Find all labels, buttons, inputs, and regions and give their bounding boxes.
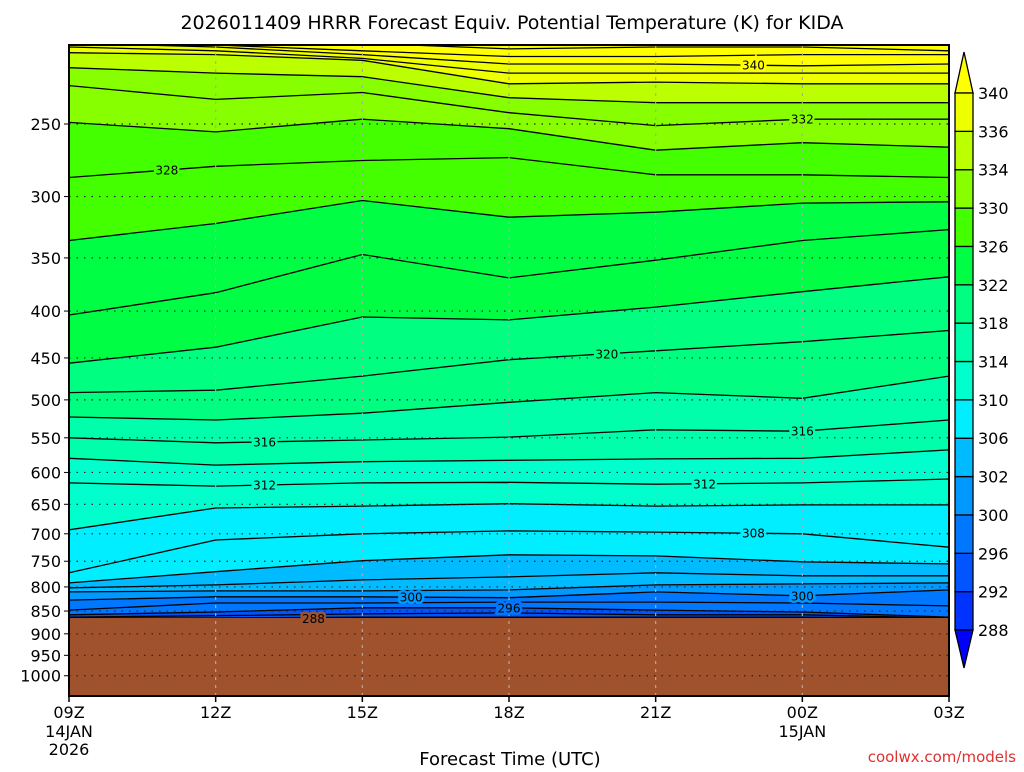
y-tick-label: 950 (30, 646, 61, 665)
y-tick-label: 400 (30, 302, 61, 321)
y-tick-label: 500 (30, 391, 61, 410)
colorbar-swatch (955, 170, 973, 208)
y-tick-label: 750 (30, 552, 61, 571)
y-tick-label: 350 (30, 249, 61, 268)
y-tick-label: 250 (30, 115, 61, 134)
colorbar-swatch (955, 362, 973, 400)
watermark: coolwx.com/models (868, 748, 1016, 766)
colorbar-label: 292 (978, 583, 1009, 602)
colorbar-swatch (955, 438, 973, 476)
contour-label: 328 (155, 164, 178, 178)
contour-label: 308 (742, 527, 765, 541)
y-axis: 250 300 350 400 450 500 550 600 650 700 750 800 850 9… (20, 115, 69, 686)
x-tick-label: 03Z (933, 703, 964, 722)
colorbar-min-triangle (955, 630, 973, 668)
y-tick-label: 300 (30, 188, 61, 207)
y-tick-label: 600 (30, 463, 61, 482)
colorbar: 288 292 296 300 302 306 310 314 318 322 326 330 334 3… (955, 52, 1009, 668)
colorbar-label: 314 (978, 353, 1009, 372)
y-tick-label: 800 (30, 578, 61, 597)
colorbar-label: 306 (978, 429, 1009, 448)
chart-title: 2026011409 HRRR Forecast Equiv. Potentia… (180, 12, 843, 34)
colorbar-swatch (955, 131, 973, 169)
x-tick-date-label: 15JAN (778, 722, 826, 741)
colorbar-swatch (955, 93, 973, 131)
contour-label: 312 (693, 477, 716, 491)
contour-label: 316 (253, 435, 276, 449)
x-axis-label: Forecast Time (UTC) (419, 749, 600, 768)
contour-label: 312 (253, 479, 276, 493)
colorbar-label: 296 (978, 544, 1009, 563)
colorbar-label: 326 (978, 237, 1009, 256)
x-tick-label: 15Z (347, 703, 378, 722)
colorbar-swatch (955, 246, 973, 284)
y-tick-label: 550 (30, 429, 61, 448)
colorbar-swatch (955, 400, 973, 438)
contour-label: 340 (742, 59, 765, 73)
y-tick-label: 450 (30, 349, 61, 368)
colorbar-swatch (955, 592, 973, 630)
colorbar-label: 334 (978, 161, 1009, 180)
contour-label: 300 (400, 591, 423, 605)
x-tick-date-label: 2026 (49, 740, 90, 759)
x-tick-label: 09Z (53, 703, 84, 722)
contour-label: 332 (791, 113, 814, 127)
contour-label: 316 (791, 425, 814, 439)
colorbar-label: 310 (978, 391, 1009, 410)
contour-label: 288 (302, 612, 325, 626)
colorbar-max-triangle (955, 52, 973, 93)
colorbar-swatch (955, 553, 973, 591)
y-tick-label: 900 (30, 625, 61, 644)
x-tick-label: 00Z (787, 703, 818, 722)
contour-label: 300 (791, 589, 814, 603)
x-tick-label: 21Z (640, 703, 671, 722)
colorbar-swatch (955, 515, 973, 553)
y-tick-label: 650 (30, 495, 61, 514)
contour-label: 320 (595, 347, 618, 361)
colorbar-swatch (955, 208, 973, 246)
colorbar-label: 300 (978, 506, 1009, 525)
colorbar-label: 330 (978, 199, 1009, 218)
colorbar-label: 318 (978, 314, 1009, 333)
y-tick-label: 850 (30, 602, 61, 621)
colorbar-swatch (955, 285, 973, 323)
colorbar-label: 336 (978, 122, 1009, 141)
colorbar-label: 302 (978, 468, 1009, 487)
colorbar-swatch (955, 323, 973, 361)
colorbar-label: 288 (978, 621, 1009, 640)
y-tick-label: 1000 (20, 667, 61, 686)
x-tick-label: 12Z (200, 703, 231, 722)
y-tick-label: 700 (30, 525, 61, 544)
colorbar-label: 322 (978, 276, 1009, 295)
colorbar-swatch (955, 477, 973, 515)
x-tick-label: 18Z (493, 703, 524, 722)
colorbar-label: 340 (978, 84, 1009, 103)
contour-label: 296 (498, 601, 521, 615)
x-tick-date-label: 14JAN (45, 722, 93, 741)
